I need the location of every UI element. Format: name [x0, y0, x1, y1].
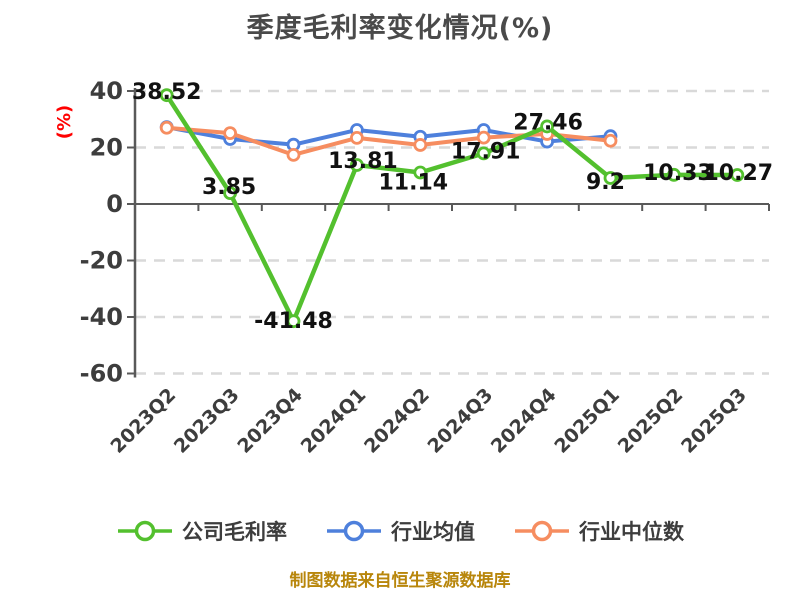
- data-point-marker: [540, 119, 554, 134]
- company-gross-margin-marker-icon: [118, 520, 172, 542]
- legend-label: 行业均值: [391, 520, 475, 544]
- data-point-marker: [223, 186, 238, 201]
- x-tick-label: 2023Q3: [170, 384, 244, 458]
- data-point-marker: [603, 171, 618, 185]
- data-point-marker: [286, 314, 301, 329]
- x-tick-label: 2024Q1: [297, 384, 371, 458]
- value-label: 27.46: [513, 110, 583, 135]
- x-tick-label: 2024Q3: [424, 384, 498, 458]
- industry-median-marker-icon: [515, 520, 569, 542]
- y-tick-label: -20: [80, 247, 123, 275]
- data-point-marker: [223, 126, 238, 140]
- data-point-marker: [413, 138, 428, 152]
- data-point-marker: [667, 167, 681, 182]
- x-tick-label: 2024Q4: [487, 384, 561, 458]
- x-tick-label: 2025Q2: [614, 384, 688, 458]
- legend: 公司毛利率 行业均值 行业中位数: [0, 516, 800, 546]
- x-tick-label: 2024Q2: [360, 384, 434, 458]
- legend-label: 行业中位数: [579, 520, 684, 544]
- value-label: 3.85: [202, 175, 256, 200]
- legend-item-industry-mean: 行业均值: [325, 516, 475, 546]
- value-label: 11.14: [379, 171, 449, 196]
- y-tick-label: -40: [80, 303, 123, 331]
- data-source-note: 制图数据来自恒生聚源数据库: [289, 571, 511, 591]
- chart-title: 季度毛利率变化情况(%): [246, 13, 554, 44]
- y-tick-label: 40: [90, 77, 123, 105]
- x-tick-label: 2025Q3: [677, 384, 751, 458]
- data-point-marker: [349, 130, 364, 145]
- series-0: [159, 88, 745, 329]
- value-label: -41.48: [254, 309, 333, 334]
- gridlines: [135, 89, 769, 375]
- y-tick-label: -60: [80, 360, 123, 388]
- data-point-marker: [476, 146, 491, 161]
- data-point-marker: [159, 88, 174, 103]
- data-point-marker: [286, 147, 301, 162]
- value-label: 10.27: [704, 161, 774, 186]
- x-tick-label: 2023Q4: [233, 384, 307, 458]
- value-label: 38.52: [132, 80, 202, 105]
- value-label: 13.81: [328, 149, 398, 174]
- y-tick-label: 0: [106, 190, 123, 218]
- data-point-marker: [603, 133, 618, 148]
- data-point-marker: [159, 120, 174, 135]
- data-point-marker: [349, 158, 364, 172]
- legend-item-industry-median: 行业中位数: [513, 516, 684, 546]
- x-tick-label: 2023Q2: [107, 384, 181, 458]
- data-point-marker: [730, 168, 745, 182]
- series-2: [159, 120, 618, 162]
- y-axis-label: (%): [54, 105, 75, 140]
- value-label: 10.33: [643, 161, 713, 186]
- legend-item-company-gross-margin: 公司毛利率: [116, 516, 287, 546]
- value-label: 9.2: [586, 170, 625, 195]
- data-point-marker: [413, 165, 428, 180]
- data-point-marker: [476, 130, 491, 145]
- y-tick-label: 20: [90, 134, 123, 162]
- legend-label: 公司毛利率: [182, 520, 287, 544]
- value-label: 17.91: [451, 139, 521, 164]
- industry-mean-marker-icon: [327, 520, 381, 542]
- x-tick-label: 2025Q1: [550, 384, 624, 458]
